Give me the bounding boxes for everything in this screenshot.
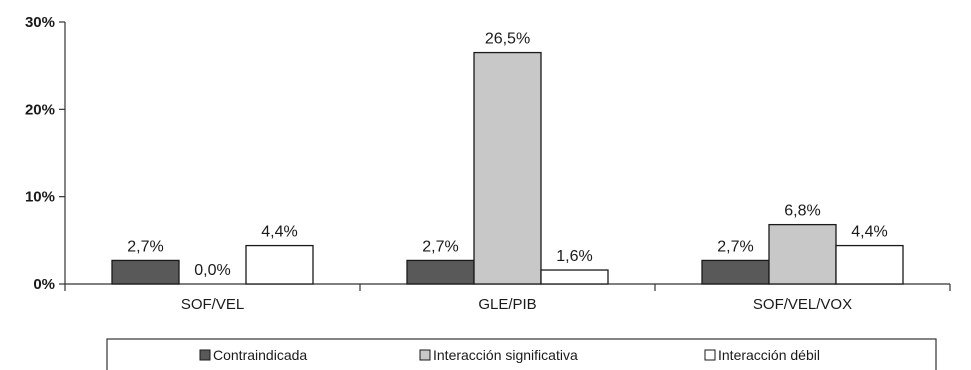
y-tick-label: 10% <box>25 189 55 206</box>
legend-box <box>106 338 937 370</box>
x-tick-label: GLE/PIB <box>478 296 536 313</box>
legend-label: Interacción significativa <box>433 347 578 363</box>
axes: 0% 10% 20% 30% SOF/VEL GLE/PIB SOF/VEL/VOX <box>25 14 951 313</box>
bar <box>701 259 770 285</box>
y-tick-label: 20% <box>25 101 55 118</box>
data-label: 2,7% <box>717 238 753 255</box>
data-label: 6,8% <box>784 203 820 220</box>
data-labels: 2,7% 0,0% 4,4% 2,7% 26,5% 1,6% 2,7% 6,8% 4,4% <box>127 31 887 279</box>
bar <box>245 244 314 285</box>
bar <box>473 51 542 285</box>
data-label: 2,7% <box>422 238 458 255</box>
legend-swatch <box>419 349 431 361</box>
data-label: 26,5% <box>485 31 530 48</box>
data-label: 4,4% <box>261 224 297 241</box>
legend-label: Contraindicada <box>213 347 307 363</box>
legend-label: Interacción débil <box>718 347 820 363</box>
legend: Contraindicada Interacción significativa I… <box>106 338 937 370</box>
bar <box>835 244 904 285</box>
legend-swatch <box>199 349 211 361</box>
bar <box>540 269 609 285</box>
x-tick-label: SOF/VEL/VOX <box>753 296 852 313</box>
data-label: 4,4% <box>851 224 887 241</box>
data-label: 2,7% <box>127 238 163 255</box>
data-label: 0,0% <box>194 262 230 279</box>
data-label: 1,6% <box>556 248 592 265</box>
bar <box>406 259 475 285</box>
y-tick-label: 0% <box>33 276 55 293</box>
bar <box>768 223 837 285</box>
y-tick-label: 30% <box>25 14 55 31</box>
bars <box>111 51 904 285</box>
legend-swatch <box>704 349 716 361</box>
bar <box>111 259 180 285</box>
x-tick-label: SOF/VEL <box>181 296 244 313</box>
